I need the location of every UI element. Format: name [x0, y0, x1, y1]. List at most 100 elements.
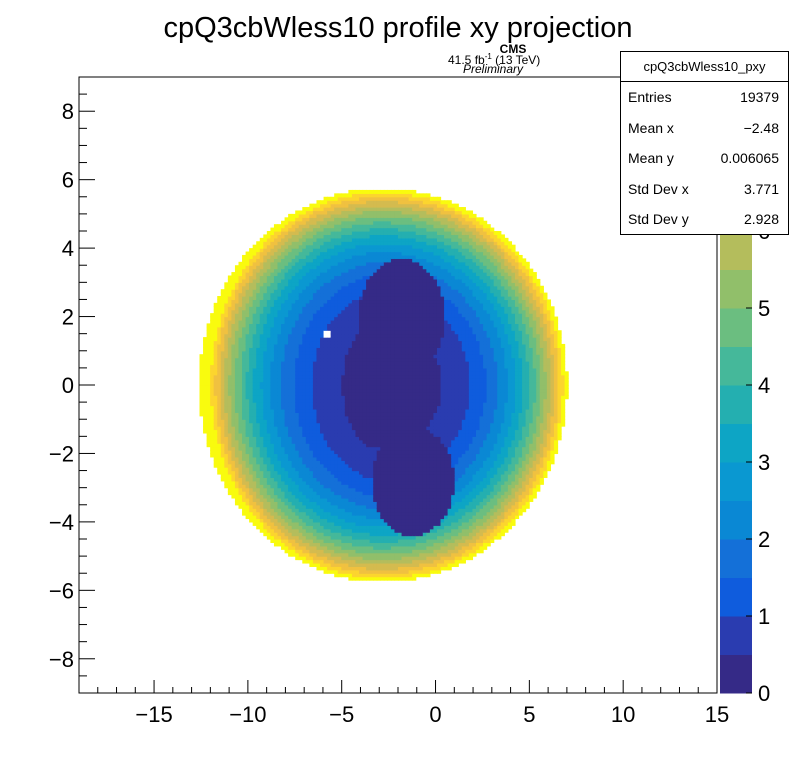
heatmap-cell [245, 429, 250, 434]
heatmap-cell [387, 525, 392, 530]
heatmap-cell [334, 323, 339, 328]
heatmap-cell [270, 299, 275, 304]
heatmap-cell [291, 330, 296, 335]
heatmap-cell [373, 566, 378, 571]
heatmap-cell [256, 378, 261, 383]
heatmap-cell [327, 241, 332, 246]
heatmap-cell [312, 491, 318, 496]
heatmap-cell [312, 402, 318, 407]
heatmap-cell [387, 395, 392, 400]
heatmap-cell [203, 422, 208, 427]
heatmap-cell [281, 296, 286, 301]
heatmap-cell [281, 248, 286, 253]
heatmap-cell [387, 285, 392, 290]
heatmap-cell [380, 515, 385, 520]
heatmap-cell [227, 354, 233, 359]
heatmap-cell [291, 432, 296, 437]
heatmap-cell [383, 562, 388, 567]
heatmap-cell [227, 470, 233, 475]
heatmap-cell [206, 323, 211, 328]
heatmap-cell [252, 487, 257, 492]
heatmap-cell [312, 391, 318, 396]
heatmap-cell [281, 227, 286, 232]
heatmap-cell [210, 422, 215, 427]
heatmap-cell [330, 285, 335, 290]
heatmap-cell [249, 412, 254, 417]
heatmap-cell [373, 217, 378, 222]
heatmap-cell [249, 402, 254, 407]
heatmap-cell [355, 408, 360, 413]
heatmap-cell [369, 528, 374, 533]
heatmap-cell [366, 381, 371, 386]
heatmap-cell [373, 241, 378, 246]
heatmap-cell [362, 439, 367, 444]
heatmap-cell [213, 408, 218, 413]
heatmap-cell [291, 532, 296, 537]
heatmap-cell [312, 528, 318, 533]
heatmap-cell [376, 289, 381, 294]
heatmap-cell [341, 395, 346, 400]
heatmap-cell [309, 343, 314, 348]
heatmap-cell [263, 278, 268, 283]
heatmap-cell [327, 494, 332, 499]
heatmap-cell [387, 426, 392, 431]
heatmap-cell [220, 432, 225, 437]
heatmap-cell [362, 535, 367, 540]
heatmap-cell [323, 566, 328, 571]
heatmap-cell [373, 552, 378, 557]
heatmap-cell [334, 343, 339, 348]
heatmap-cell [366, 268, 371, 273]
heatmap-cell [344, 508, 349, 513]
heatmap-cell [220, 446, 225, 451]
heatmap-cell [284, 316, 289, 321]
heatmap-cell [305, 210, 310, 215]
heatmap-cell [302, 275, 307, 280]
heatmap-cell [348, 224, 353, 229]
heatmap-cell [366, 227, 371, 232]
heatmap-cell [245, 402, 250, 407]
heatmap-cell [330, 340, 335, 345]
heatmap-cell [273, 289, 279, 294]
heatmap-cell [337, 319, 342, 324]
heatmap-cell [334, 573, 339, 578]
heatmap-cell [351, 453, 357, 458]
heatmap-cell [359, 412, 364, 417]
heatmap-cell [366, 251, 371, 256]
heatmap-cell [330, 381, 335, 386]
heatmap-cell [252, 473, 257, 478]
heatmap-cell [256, 446, 261, 451]
heatmap-cell [256, 515, 261, 520]
heatmap-cell [351, 566, 357, 571]
heatmap-cell [383, 343, 388, 348]
heatmap-cell [291, 227, 296, 232]
heatmap-cell [284, 467, 289, 472]
heatmap-cell [387, 207, 392, 212]
heatmap-cell [273, 319, 279, 324]
heatmap-cell [390, 539, 396, 544]
heatmap-cell [351, 470, 357, 475]
heatmap-cell [337, 532, 342, 537]
heatmap-cell [206, 364, 211, 369]
heatmap-cell [362, 539, 367, 544]
heatmap-cell [259, 419, 264, 424]
heatmap-cell [281, 491, 286, 496]
heatmap-cell [305, 337, 310, 342]
heatmap-cell [266, 309, 271, 314]
heatmap-cell [238, 480, 243, 485]
heatmap-cell [284, 278, 289, 283]
heatmap-cell [249, 275, 254, 280]
heatmap-cell [351, 477, 357, 482]
heatmap-cell [376, 562, 381, 567]
heatmap-cell [320, 302, 325, 307]
heatmap-cell [341, 477, 346, 482]
heatmap-cell [284, 241, 289, 246]
heatmap-cell [316, 357, 321, 362]
heatmap-cell [234, 426, 240, 431]
heatmap-cell [390, 521, 396, 526]
heatmap-cell [231, 395, 236, 400]
heatmap-cell [234, 367, 240, 372]
heatmap-cell [355, 364, 360, 369]
heatmap-cell [351, 426, 357, 431]
heatmap-cell [327, 251, 332, 256]
heatmap-cell [263, 285, 268, 290]
